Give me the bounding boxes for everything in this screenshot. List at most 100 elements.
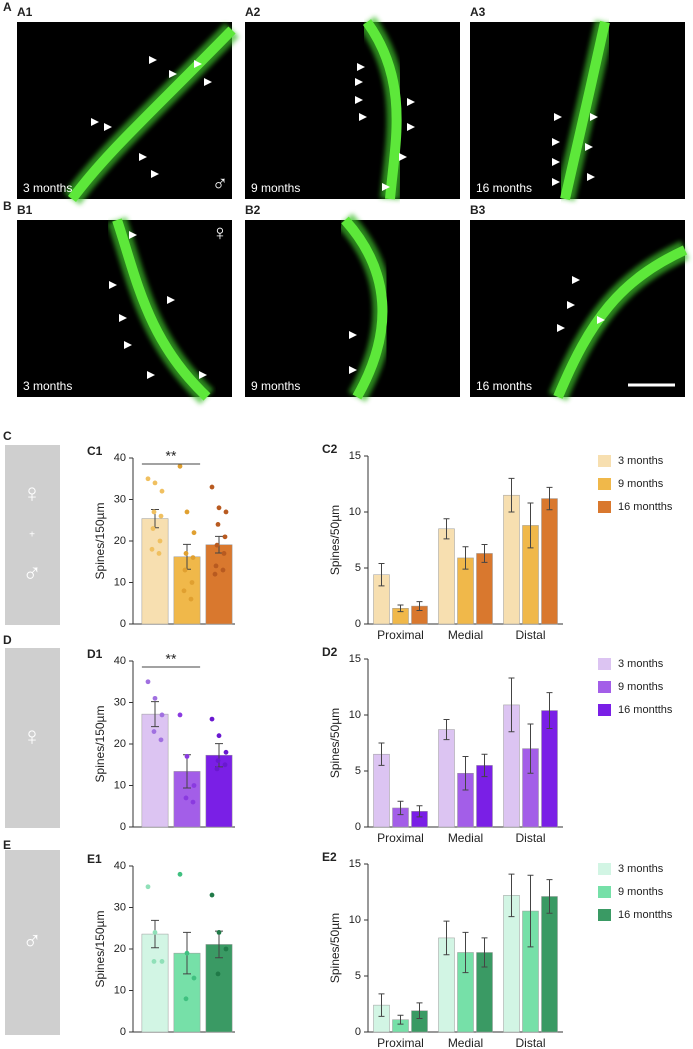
y-axis-label: Spines/50µm: [328, 505, 342, 575]
error-bar: [508, 873, 515, 918]
y-tick-label: 10: [349, 709, 361, 721]
y-tick-label: 15: [349, 858, 361, 870]
y-axis-label: Spines/50µm: [328, 913, 342, 983]
x-tick-label: Medial: [448, 628, 483, 642]
error-bar: [397, 800, 404, 816]
arrowhead: [355, 96, 363, 104]
data-point: [216, 505, 222, 511]
panel-label: D2: [322, 645, 338, 659]
data-point: [184, 950, 190, 956]
y-tick-label: 10: [114, 984, 126, 996]
micrograph: [245, 220, 460, 397]
y-tick-label: 15: [349, 450, 361, 462]
data-point: [152, 930, 158, 935]
error-bar: [508, 677, 515, 733]
data-point: [216, 733, 222, 739]
arrowhead: [124, 341, 132, 349]
data-point: [222, 534, 228, 540]
arrowhead: [147, 371, 155, 379]
arrowhead: [109, 281, 117, 289]
legend-label: 16 montths: [618, 501, 673, 513]
x-tick-label: Medial: [448, 1036, 483, 1049]
dendrite: [107, 216, 214, 405]
time-label: 3 months: [23, 181, 72, 195]
y-tick-label: 0: [120, 618, 126, 630]
arrowhead: [169, 70, 177, 78]
error-bar: [481, 937, 488, 968]
error-bar: [443, 718, 450, 741]
data-point: [214, 542, 220, 548]
bar: [205, 544, 233, 625]
panel-label: A3: [470, 5, 486, 19]
data-point: [177, 712, 183, 718]
arrowhead: [587, 173, 595, 181]
y-tick-label: 30: [114, 696, 126, 708]
y-tick-label: 10: [114, 779, 126, 791]
error-bar: [443, 920, 450, 956]
arrowhead: [359, 113, 367, 121]
data-point: [159, 712, 165, 718]
significance-label: **: [166, 448, 177, 464]
error-bar: [378, 742, 385, 766]
dendrite: [355, 16, 415, 200]
arrowhead: [585, 143, 593, 151]
row-label: D: [3, 633, 12, 647]
panel-label: C2: [322, 442, 338, 456]
error-bar: [397, 604, 404, 613]
legend-swatch: [598, 886, 611, 898]
error-bar: [546, 486, 553, 511]
error-bar: [416, 805, 423, 818]
y-tick-label: 20: [114, 943, 126, 955]
arrowhead: [349, 331, 357, 339]
sidebar-symbol: ♂: [22, 925, 42, 955]
y-tick-label: 10: [114, 576, 126, 588]
error-bar: [378, 993, 385, 1017]
data-point: [213, 563, 219, 569]
data-point: [191, 783, 197, 788]
dendrite-core: [112, 218, 211, 401]
panel-label: B2: [245, 203, 261, 217]
bar: [141, 933, 169, 1033]
bar: [141, 518, 169, 625]
time-label: 16 months: [476, 181, 532, 195]
error-bar: [527, 502, 534, 549]
x-tick-label: Proximal: [377, 1036, 424, 1049]
x-tick-label: Distal: [515, 1036, 545, 1049]
data-point: [145, 679, 151, 685]
error-bar: [546, 692, 553, 729]
dendrite-core: [362, 19, 402, 200]
legend-label: 3 months: [618, 658, 664, 670]
sex-symbol: ♀: [212, 220, 229, 245]
arrowhead: [91, 118, 99, 126]
arrowhead: [199, 371, 207, 379]
legend-swatch: [598, 501, 611, 513]
legend-swatch: [598, 909, 611, 921]
arrowhead: [572, 276, 580, 284]
y-tick-label: 30: [114, 901, 126, 913]
data-point: [182, 567, 188, 573]
data-point: [152, 480, 158, 486]
error-bar: [462, 546, 469, 570]
data-point: [221, 551, 227, 556]
error-bar: [416, 1002, 423, 1020]
error-bar: [462, 755, 469, 791]
arrowhead: [194, 60, 202, 68]
dendrite: [548, 240, 690, 401]
panel-label: E1: [87, 852, 102, 866]
error-bar: [378, 563, 385, 587]
arrowhead: [557, 324, 565, 332]
y-tick-label: 0: [355, 618, 361, 630]
x-tick-label: Medial: [448, 831, 483, 845]
data-point: [183, 551, 189, 556]
error-bar: [416, 601, 423, 612]
legend-swatch: [598, 658, 611, 670]
y-tick-label: 0: [120, 821, 126, 833]
arrowhead: [590, 113, 598, 121]
error-bar: [481, 753, 488, 778]
arrowhead: [355, 78, 363, 86]
arrowhead: [129, 231, 137, 239]
data-point: [223, 749, 229, 755]
y-tick-label: 30: [114, 493, 126, 505]
data-point: [145, 884, 151, 890]
data-point: [151, 729, 157, 734]
